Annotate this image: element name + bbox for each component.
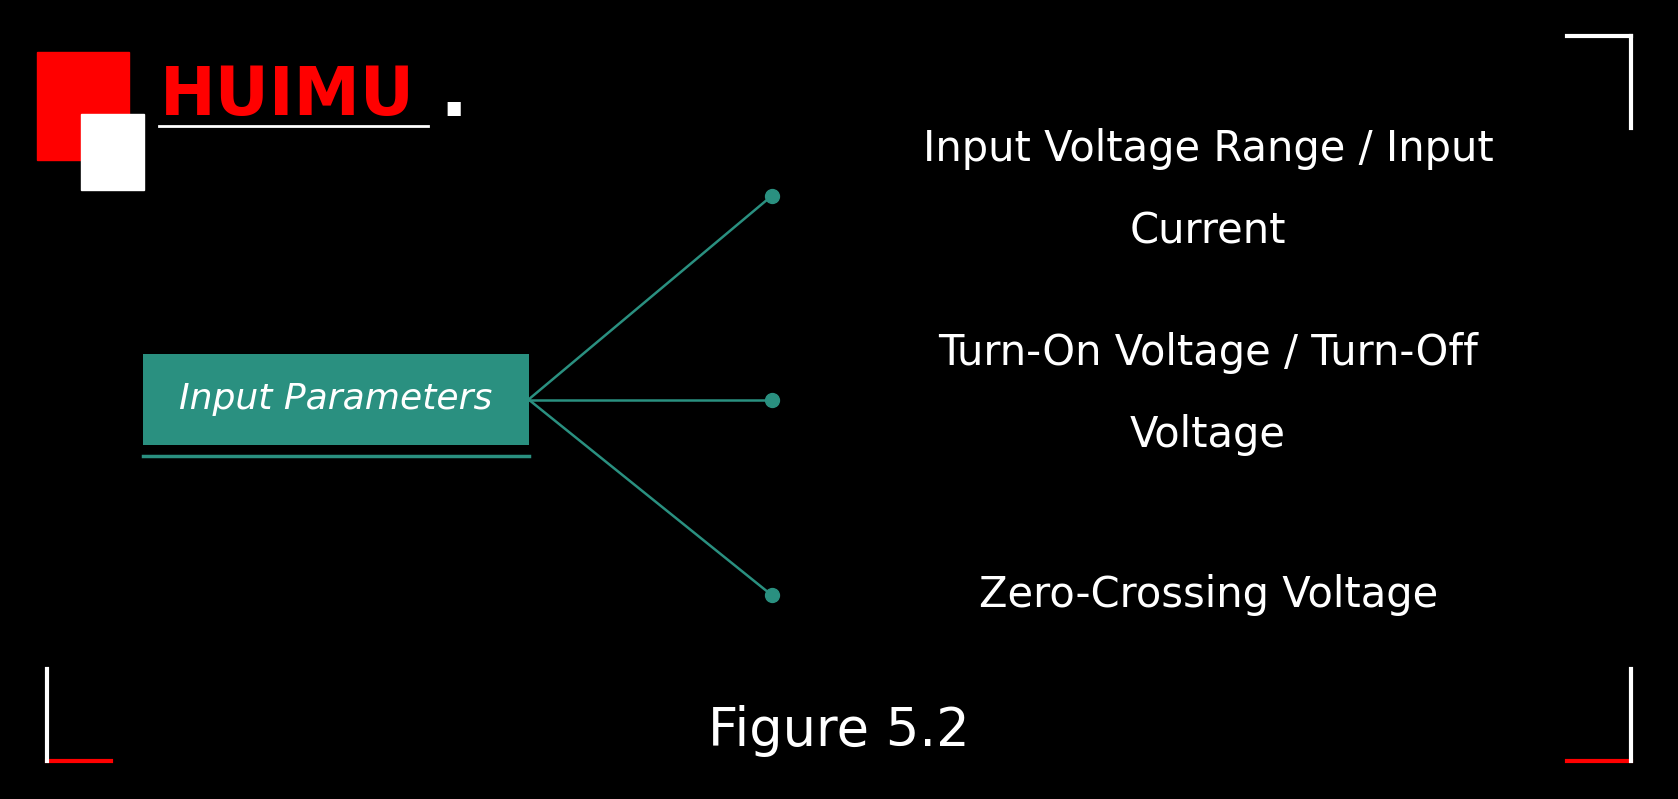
Bar: [37, 52, 129, 160]
Text: Turn-On Voltage / Turn-Off: Turn-On Voltage / Turn-Off: [938, 332, 1478, 374]
FancyBboxPatch shape: [143, 353, 529, 446]
Text: Figure 5.2: Figure 5.2: [708, 705, 970, 757]
Text: Current: Current: [1129, 211, 1287, 252]
Text: .: .: [440, 59, 468, 133]
Text: Input Parameters: Input Parameters: [180, 383, 492, 416]
Text: Input Voltage Range / Input: Input Voltage Range / Input: [923, 129, 1493, 170]
Text: Zero-Crossing Voltage: Zero-Crossing Voltage: [978, 574, 1438, 616]
Text: HUIMU: HUIMU: [159, 63, 414, 129]
Text: Voltage: Voltage: [1131, 415, 1285, 456]
Bar: [81, 114, 144, 190]
